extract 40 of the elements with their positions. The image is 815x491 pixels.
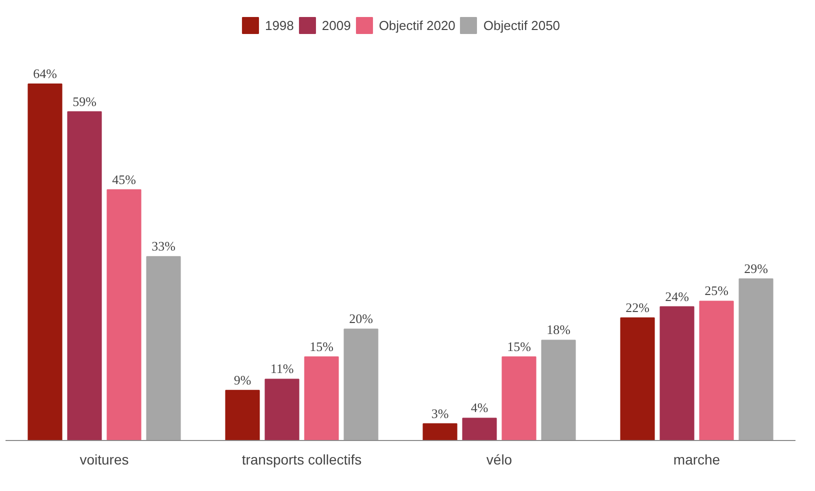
data-label: 59% [72, 94, 97, 109]
bar [502, 356, 536, 440]
bar [620, 317, 655, 440]
data-label: 9% [234, 372, 252, 388]
bar [264, 378, 300, 440]
data-label: 22% [626, 300, 650, 315]
bar [106, 189, 142, 440]
bar [225, 390, 260, 440]
x-tick-label: marche [673, 452, 720, 468]
data-label: 45% [112, 172, 136, 187]
bar [462, 418, 497, 440]
bar [422, 423, 458, 440]
bar [67, 111, 102, 440]
bar [146, 256, 181, 440]
data-label: 24% [665, 288, 690, 304]
legend-label: 1998 [264, 18, 294, 32]
legend-label: Objectif 2050 [483, 18, 560, 32]
legend-label: 2009 [322, 18, 351, 32]
bar [28, 83, 62, 440]
data-label: 3% [431, 406, 449, 421]
bar [699, 300, 734, 440]
data-label: 4% [470, 400, 488, 416]
bar [541, 340, 576, 440]
data-label: 25% [704, 283, 729, 298]
data-label: 11% [270, 361, 294, 376]
data-label: 33% [152, 238, 176, 254]
legend-label: Objectif 2020 [378, 18, 456, 32]
data-label: 29% [744, 260, 768, 276]
data-label: 64% [33, 66, 58, 81]
x-tick-label: vélo [486, 452, 512, 468]
data-label: 15% [507, 338, 532, 354]
x-tick-label: transports collectifs [242, 452, 362, 468]
data-label: 18% [546, 322, 571, 338]
bar [738, 278, 774, 440]
bar [344, 328, 378, 440]
data-label: 20% [349, 311, 374, 326]
bar [304, 356, 339, 440]
bar [660, 306, 694, 440]
data-label: 15% [310, 338, 334, 354]
x-tick-label: voitures [80, 452, 129, 468]
